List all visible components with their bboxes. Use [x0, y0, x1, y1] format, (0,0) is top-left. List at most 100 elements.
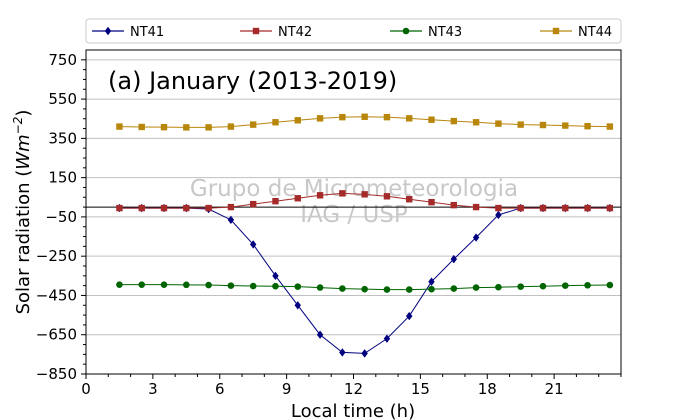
watermark-line-1: Grupo de Micrometeorologia [190, 176, 518, 202]
x-tick-label-2: 6 [215, 380, 225, 398]
y-tick-label-0: −850 [36, 365, 77, 383]
legend-marker-nt43 [402, 27, 410, 35]
x-tick-label-1: 3 [148, 380, 158, 398]
data-point-nt41-8 [294, 301, 301, 310]
data-point-nt44-8 [294, 117, 301, 124]
legend-label-nt43: NT43 [428, 25, 462, 40]
data-point-nt41-13 [406, 311, 413, 321]
data-point-nt44-3 [183, 124, 190, 131]
data-point-nt44-21 [584, 122, 591, 130]
x-tick-label-0: 0 [81, 380, 91, 398]
data-point-nt42-5 [227, 203, 235, 211]
data-point-nt43-0 [116, 281, 123, 288]
data-point-nt43-4 [205, 281, 212, 289]
data-point-nt43-20 [561, 282, 569, 289]
data-point-nt42-16 [472, 203, 480, 211]
y-tick-label-5: 150 [48, 169, 77, 187]
y-tick-label-3: −250 [36, 247, 77, 265]
y-tick-label-8: 750 [48, 51, 77, 69]
legend-marker-nt41 [104, 26, 112, 36]
data-point-nt44-2 [160, 123, 168, 131]
data-point-nt44-19 [539, 121, 547, 129]
x-axis-ticks: 0 3 6 9 12 15 18 21 [81, 374, 622, 398]
data-point-nt42-15 [450, 201, 458, 209]
legend-frame [85, 18, 622, 44]
x-axis-label: Local time (h) [291, 401, 415, 420]
data-point-nt44-17 [495, 120, 502, 127]
data-point-nt43-21 [584, 281, 591, 289]
data-point-nt44-6 [249, 121, 257, 128]
data-point-nt41-5 [227, 215, 235, 225]
data-point-nt43-6 [249, 282, 257, 290]
data-point-nt42-14 [428, 198, 435, 206]
data-point-nt43-15 [450, 285, 458, 292]
data-point-nt42-4 [205, 204, 212, 212]
series-nt43 [116, 281, 614, 293]
legend: NT41 NT42 NT43 NT44 [85, 18, 622, 44]
data-point-nt43-16 [472, 284, 480, 291]
data-point-nt42-6 [249, 200, 257, 208]
y-tick-label-7: 550 [48, 90, 77, 108]
data-point-nt43-11 [361, 285, 368, 293]
data-point-nt43-3 [183, 281, 190, 289]
data-point-nt41-9 [316, 330, 324, 339]
data-point-nt44-15 [450, 117, 458, 125]
data-point-nt44-5 [227, 123, 235, 130]
data-point-nt42-22 [606, 204, 614, 212]
x-tick-label-3: 9 [282, 380, 292, 398]
data-point-nt41-7 [272, 271, 279, 281]
data-point-nt43-2 [160, 281, 168, 288]
legend-items: NT41 NT42 NT43 NT44 [92, 25, 612, 40]
data-point-nt44-18 [517, 121, 524, 128]
legend-label-nt44: NT44 [578, 25, 612, 40]
data-point-nt43-18 [517, 283, 524, 290]
data-point-nt43-13 [405, 286, 413, 293]
y-axis-label: Solar radiation (Wm−2) [11, 110, 34, 315]
data-point-nt44-10 [339, 113, 346, 121]
x-tick-label-7: 21 [545, 380, 564, 398]
series-layer [116, 113, 614, 358]
data-point-nt42-18 [517, 204, 524, 212]
data-point-nt44-12 [383, 113, 391, 121]
data-point-nt41-15 [450, 254, 458, 264]
data-point-nt41-17 [495, 210, 502, 220]
data-point-nt41-11 [361, 349, 368, 358]
gridlines [86, 59, 621, 336]
data-point-nt42-17 [495, 204, 502, 212]
data-point-nt42-0 [116, 204, 123, 212]
data-point-nt43-22 [606, 281, 614, 289]
data-point-nt43-10 [339, 285, 346, 292]
x-tick-label-4: 12 [344, 380, 363, 398]
data-point-nt41-12 [383, 334, 391, 343]
data-point-nt41-10 [339, 348, 346, 357]
legend-item-nt42: NT42 [240, 25, 312, 40]
y-tick-label-2: −450 [36, 286, 77, 304]
data-point-nt42-3 [183, 204, 190, 212]
data-point-nt43-19 [539, 282, 547, 290]
y-tick-label-1: −650 [36, 326, 77, 344]
data-point-nt43-14 [428, 285, 435, 293]
data-point-nt41-14 [428, 277, 435, 286]
data-point-nt44-11 [361, 113, 368, 120]
legend-item-nt44: NT44 [540, 25, 612, 40]
data-point-nt43-7 [272, 282, 279, 290]
data-point-nt44-14 [428, 116, 435, 123]
data-point-nt44-1 [138, 123, 145, 131]
panel-annotation: (a) January (2013-2019) [108, 67, 397, 95]
legend-item-nt43: NT43 [390, 25, 462, 40]
data-point-nt44-22 [606, 123, 614, 130]
data-point-nt44-4 [205, 124, 212, 131]
data-point-nt44-13 [406, 115, 413, 122]
data-point-nt44-7 [272, 119, 279, 126]
series-nt44 [116, 113, 614, 131]
x-tick-label-6: 18 [478, 380, 497, 398]
data-point-nt42-1 [138, 204, 145, 212]
data-point-nt43-1 [138, 281, 146, 288]
data-point-nt42-13 [406, 196, 413, 203]
watermark: Grupo de Micrometeorologia IAG / USP [190, 176, 518, 228]
y-tick-label-6: 350 [48, 129, 77, 147]
data-point-nt42-2 [160, 204, 168, 212]
y-axis-ticks: −850 −650 −450 −250 −50 150 350 550 750 [36, 51, 86, 383]
data-point-nt41-6 [249, 240, 257, 249]
